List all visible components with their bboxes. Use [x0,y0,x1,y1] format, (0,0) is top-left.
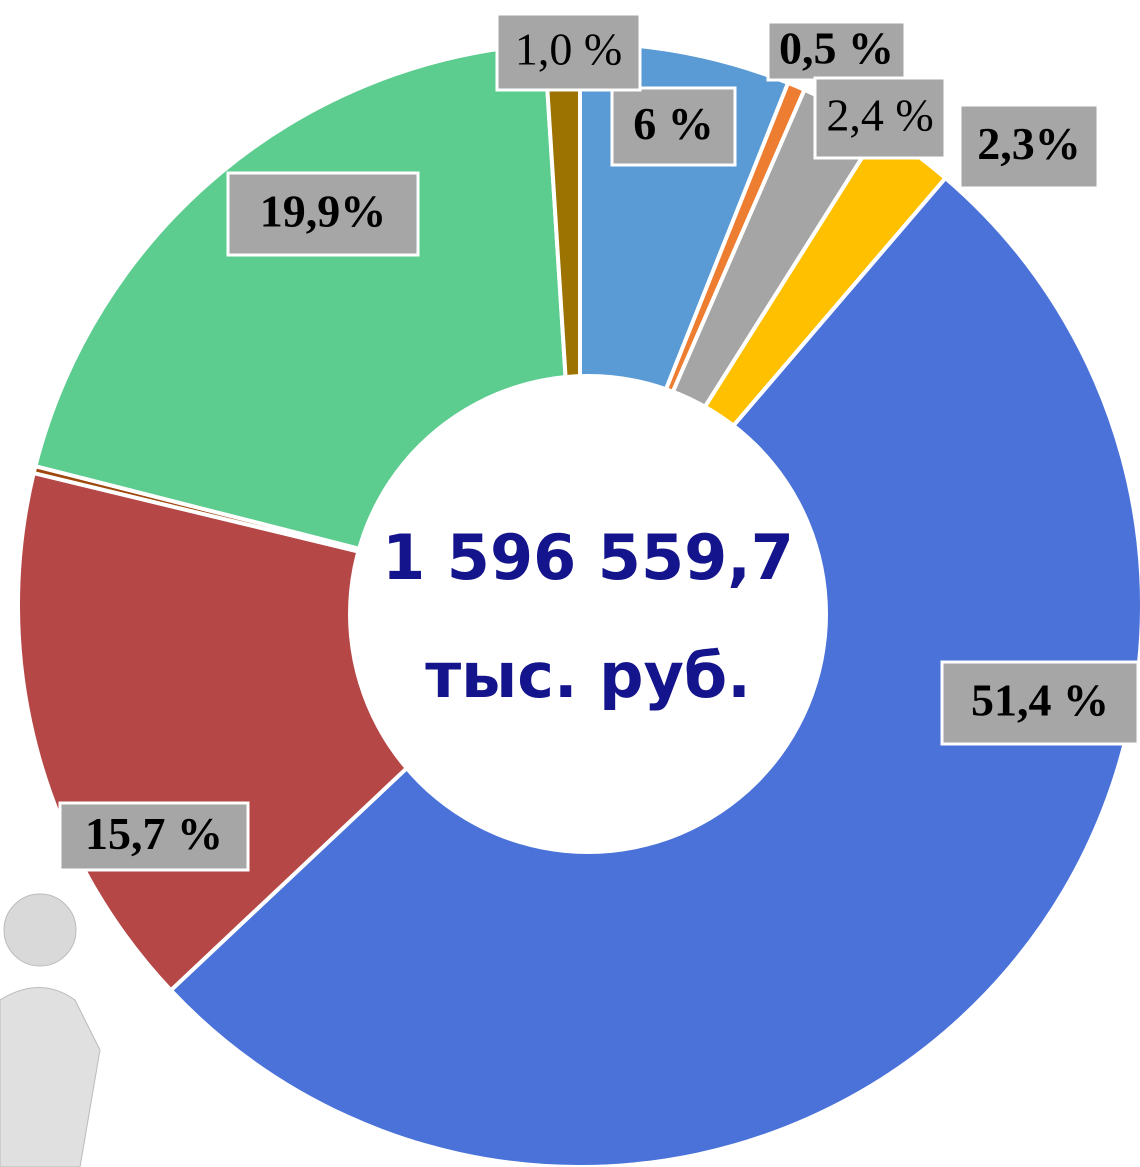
data-label: 15,7 % [85,808,223,859]
data-label: 1,0 % [515,24,622,75]
center-value: 1 596 559,7 [382,521,794,594]
donut-hole [348,374,828,854]
data-label: 2,3% [977,118,1081,169]
figure-decoration [0,894,100,1167]
center-unit: тыс. руб. [425,639,751,712]
data-label: 2,4 % [826,90,933,141]
data-label: 51,4 % [971,675,1109,726]
data-label: 19,9% [260,186,387,237]
data-label: 0,5 % [779,23,894,74]
chart: 1 596 559,7 тыс. руб. 6 % 0,5 % 2,4 % 2,3% 5… [0,0,1140,1167]
data-label: 6 % [633,98,714,149]
